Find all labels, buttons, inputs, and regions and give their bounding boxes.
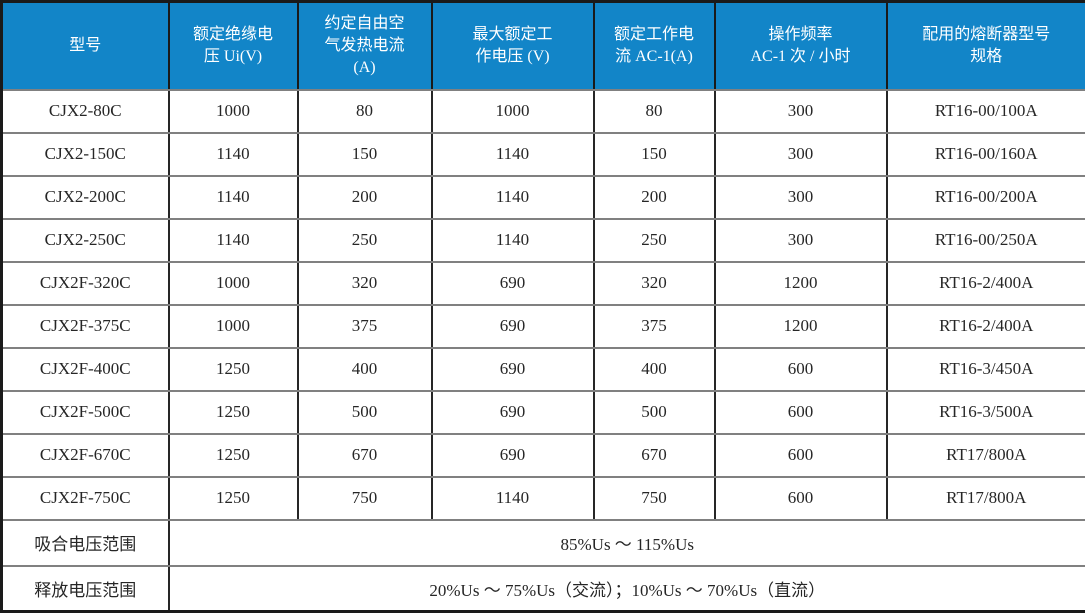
value-cell: 375 xyxy=(594,305,715,348)
model-cell: CJX2F-400C xyxy=(2,348,169,391)
value-cell: 600 xyxy=(715,434,887,477)
value-cell: 1140 xyxy=(432,477,594,520)
value-cell: 1140 xyxy=(432,133,594,176)
value-cell: 400 xyxy=(594,348,715,391)
value-cell: 1140 xyxy=(169,219,298,262)
model-cell: CJX2-150C xyxy=(2,133,169,176)
value-cell: RT16-3/450A xyxy=(887,348,1085,391)
model-cell: CJX2F-750C xyxy=(2,477,169,520)
column-header-conventional-free-air-thermal-current: 约定自由空 气发热电流 (A) xyxy=(298,2,432,90)
value-cell: 80 xyxy=(594,90,715,133)
value-cell: 690 xyxy=(432,348,594,391)
value-cell: 1140 xyxy=(432,176,594,219)
value-cell: 1140 xyxy=(169,176,298,219)
model-cell: CJX2-250C xyxy=(2,219,169,262)
footer-value-pickup-voltage-range: 85%Us ～ 115%Us xyxy=(169,520,1085,566)
value-cell: 375 xyxy=(298,305,432,348)
footer-value-release-voltage-range: 20%Us ～ 75%Us（交流）；10%Us ～ 70%Us（直流） xyxy=(169,566,1085,612)
value-cell: RT16-3/500A xyxy=(887,391,1085,434)
value-cell: 200 xyxy=(594,176,715,219)
value-cell: 300 xyxy=(715,219,887,262)
value-cell: 320 xyxy=(594,262,715,305)
value-cell: 670 xyxy=(298,434,432,477)
value-cell: RT16-00/200A xyxy=(887,176,1085,219)
value-cell: 600 xyxy=(715,391,887,434)
value-cell: 690 xyxy=(432,434,594,477)
value-cell: 1140 xyxy=(432,219,594,262)
value-cell: 150 xyxy=(298,133,432,176)
value-cell: 1200 xyxy=(715,262,887,305)
value-cell: RT16-00/250A xyxy=(887,219,1085,262)
value-cell: 1250 xyxy=(169,348,298,391)
column-header-max-rated-working-voltage: 最大额定工 作电压 (V) xyxy=(432,2,594,90)
value-cell: 300 xyxy=(715,133,887,176)
value-cell: 1200 xyxy=(715,305,887,348)
value-cell: 750 xyxy=(298,477,432,520)
model-cell: CJX2F-670C xyxy=(2,434,169,477)
value-cell: 250 xyxy=(298,219,432,262)
value-cell: 500 xyxy=(298,391,432,434)
value-cell: 1000 xyxy=(169,90,298,133)
value-cell: 690 xyxy=(432,391,594,434)
value-cell: 400 xyxy=(298,348,432,391)
value-cell: RT16-2/400A xyxy=(887,305,1085,348)
value-cell: 200 xyxy=(298,176,432,219)
model-cell: CJX2-80C xyxy=(2,90,169,133)
footer-label-pickup-voltage-range: 吸合电压范围 xyxy=(2,520,169,566)
value-cell: 150 xyxy=(594,133,715,176)
model-cell: CJX2F-320C xyxy=(2,262,169,305)
value-cell: 750 xyxy=(594,477,715,520)
column-header-model: 型号 xyxy=(2,2,169,90)
model-cell: CJX2F-500C xyxy=(2,391,169,434)
value-cell: 80 xyxy=(298,90,432,133)
value-cell: 500 xyxy=(594,391,715,434)
value-cell: RT16-00/160A xyxy=(887,133,1085,176)
value-cell: 320 xyxy=(298,262,432,305)
column-header-matching-fuse-spec: 配用的熔断器型号 规格 xyxy=(887,2,1085,90)
value-cell: RT17/800A xyxy=(887,477,1085,520)
value-cell: 1250 xyxy=(169,434,298,477)
value-cell: 1140 xyxy=(169,133,298,176)
value-cell: 1000 xyxy=(169,305,298,348)
header-row: 型号额定绝缘电 压 Ui(V)约定自由空 气发热电流 (A)最大额定工 作电压 … xyxy=(2,2,1085,90)
value-cell: 670 xyxy=(594,434,715,477)
value-cell: RT16-00/100A xyxy=(887,90,1085,133)
value-cell: 690 xyxy=(432,262,594,305)
value-cell: 300 xyxy=(715,176,887,219)
model-cell: CJX2F-375C xyxy=(2,305,169,348)
model-cell: CJX2-200C xyxy=(2,176,169,219)
value-cell: 1250 xyxy=(169,477,298,520)
column-header-rated-insulation-voltage: 额定绝缘电 压 Ui(V) xyxy=(169,2,298,90)
value-cell: 300 xyxy=(715,90,887,133)
value-cell: 690 xyxy=(432,305,594,348)
value-cell: RT16-2/400A xyxy=(887,262,1085,305)
value-cell: 250 xyxy=(594,219,715,262)
value-cell: 1000 xyxy=(432,90,594,133)
footer-label-release-voltage-range: 释放电压范围 xyxy=(2,566,169,612)
value-cell: 600 xyxy=(715,477,887,520)
value-cell: RT17/800A xyxy=(887,434,1085,477)
value-cell: 1000 xyxy=(169,262,298,305)
column-header-rated-working-current-ac1: 额定工作电 流 AC-1(A) xyxy=(594,2,715,90)
column-header-operating-frequency-ac1: 操作频率 AC-1 次 / 小时 xyxy=(715,2,887,90)
value-cell: 1250 xyxy=(169,391,298,434)
value-cell: 600 xyxy=(715,348,887,391)
